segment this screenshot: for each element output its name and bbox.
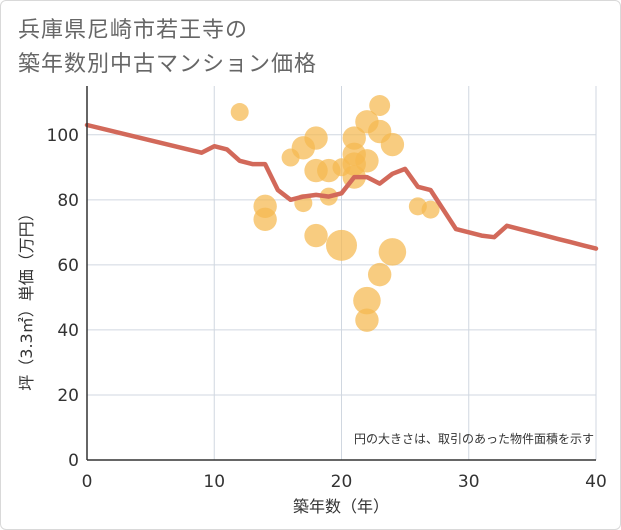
data-bubble (353, 286, 381, 315)
x-tick-label: 20 (331, 472, 353, 492)
chart-title: 兵庫県尼崎市若王寺の 築年数別中古マンション価格 (18, 14, 317, 82)
data-bubble (367, 262, 392, 287)
x-tick-label: 10 (203, 472, 225, 492)
y-tick-label: 40 (57, 321, 79, 341)
bubbles (230, 95, 440, 332)
trend-line (84, 122, 599, 251)
x-tick-label: 0 (82, 472, 93, 492)
data-bubble (253, 207, 277, 232)
size-note: 円の大きさは、取引のあった物件面積を示す (354, 431, 594, 446)
x-tick-label: 40 (585, 472, 607, 492)
data-bubble (421, 200, 440, 219)
data-bubble (369, 95, 391, 116)
y-tick-label: 100 (47, 126, 79, 146)
data-bubble (355, 308, 379, 332)
x-tick-label: 30 (458, 472, 480, 492)
grid (87, 86, 597, 460)
axes: 0 10 20 30 40 0 20 40 60 80 100 (47, 86, 607, 492)
y-tick-label: 0 (68, 451, 79, 471)
y-axis-label: 坪（3.3㎡）単価（万円） (17, 205, 36, 390)
y-tick-label: 20 (57, 386, 79, 406)
data-bubble (378, 238, 407, 266)
y-tick-label: 80 (57, 191, 79, 211)
title-line-1: 兵庫県尼崎市若王寺の (18, 18, 249, 43)
data-bubble (380, 132, 405, 157)
data-bubble (342, 126, 366, 150)
y-tick-label: 60 (57, 256, 79, 276)
data-bubble (326, 229, 357, 261)
data-bubble (355, 149, 379, 173)
data-bubble (304, 126, 328, 150)
data-bubble (304, 223, 328, 248)
title-line-2: 築年数別中古マンション価格 (18, 52, 318, 77)
x-axis-label: 築年数（年） (293, 497, 389, 516)
trend-line-group (84, 122, 599, 251)
data-bubble (230, 103, 249, 122)
